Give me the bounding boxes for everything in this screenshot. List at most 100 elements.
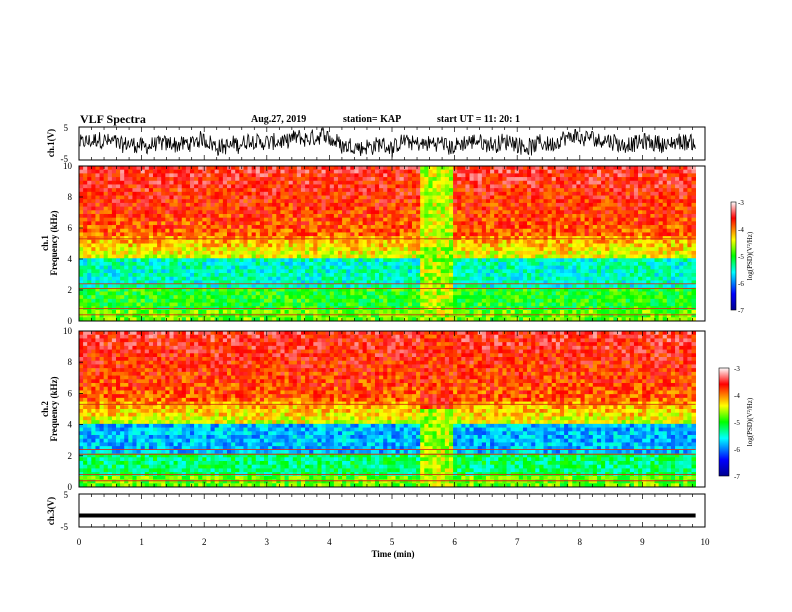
spectrogram-cell (305, 287, 310, 292)
spectrogram-cell (485, 280, 491, 285)
spectrogram-cell (235, 317, 240, 322)
spectrogram-cell (313, 232, 318, 237)
spectrogram-cell (103, 177, 109, 182)
spectrogram-cell (411, 254, 417, 259)
spectrogram-cell (444, 202, 450, 207)
spectrogram-cell (498, 254, 503, 259)
spectrogram-cell (465, 169, 470, 174)
spectrogram-cell (366, 221, 372, 226)
spectrogram-cell (181, 291, 187, 296)
spectrogram-cell (161, 295, 166, 300)
spectrogram-cell (481, 195, 487, 200)
spectrogram-cell (469, 213, 475, 219)
spectrogram-cell (169, 169, 174, 174)
spectrogram-cell (387, 273, 392, 278)
spectrogram-cell (140, 295, 146, 300)
spectrogram-cell (551, 313, 557, 318)
spectrogram-cell (198, 284, 203, 289)
spectrogram-cell (309, 228, 314, 233)
spectrogram-cell (551, 243, 557, 248)
spectrogram-cell (403, 269, 409, 274)
spectrogram-cell (362, 206, 368, 211)
spectrogram-cell (181, 177, 187, 182)
spectrogram-cell (313, 243, 318, 248)
spectrogram-cell (337, 261, 343, 267)
spectrogram-cell (539, 221, 544, 226)
spectrogram-cell (103, 188, 109, 193)
spectrogram-cell (136, 210, 142, 215)
spectrogram-cell (305, 284, 310, 289)
spectrogram-cell (370, 243, 376, 248)
spectrogram-cell (555, 195, 561, 200)
spectrogram-cell (399, 247, 405, 252)
spectrogram-cell (288, 254, 294, 259)
spectrogram-cell (494, 195, 499, 200)
spectrogram-cell (231, 261, 236, 267)
spectrogram-cell (247, 236, 253, 241)
spectrogram-cell (395, 258, 401, 263)
spectrogram-cell (551, 276, 557, 281)
spectrogram-cell (387, 276, 392, 281)
spectrogram-cell (325, 309, 331, 315)
spectrogram-cell (399, 261, 405, 267)
spectrogram-cell (120, 169, 125, 174)
spectrogram-cell (543, 309, 549, 315)
spectrogram-cell (510, 273, 516, 278)
spectrogram-cell (132, 206, 137, 211)
spectrogram-cell (144, 177, 150, 182)
spectrogram-cell (222, 258, 228, 263)
spectrogram-cell (91, 166, 96, 171)
spectrogram-cell (346, 213, 351, 219)
spectrogram-cell (457, 284, 462, 289)
spectrogram-cell (177, 243, 183, 248)
spectrogram-cell (358, 273, 364, 278)
spectrogram-cell (321, 284, 327, 289)
spectrogram-cell (206, 199, 211, 204)
spectrogram-cell (469, 247, 475, 252)
spectrogram-cell (518, 239, 524, 244)
spectrogram-cell (272, 280, 277, 285)
spectrogram-cell (411, 247, 417, 252)
spectrogram-cell (428, 287, 433, 292)
spectrogram-cell (218, 247, 224, 252)
spectrogram-cell (255, 254, 261, 259)
spectrogram-cell (358, 261, 364, 267)
spectrogram-cell (354, 265, 359, 270)
spectrogram-cell (189, 173, 195, 178)
spectrogram-cell (202, 250, 207, 255)
spectrogram-cell (527, 309, 532, 315)
spectrogram-cell (358, 239, 364, 244)
spectrogram-cell (280, 298, 285, 303)
spectrogram-cell (333, 228, 339, 233)
spectrogram-cell (440, 236, 446, 241)
spectrogram-cell (222, 202, 228, 207)
spectrogram-cell (342, 236, 347, 241)
spectrogram-cell (296, 213, 302, 219)
spectrogram-cell (383, 313, 388, 318)
spectrogram-cell (337, 169, 343, 174)
spectrogram-cell (116, 250, 121, 255)
spectrogram-cell (436, 221, 442, 226)
spectrogram-cell (317, 258, 322, 263)
spectrogram-cell (206, 166, 211, 171)
spectrogram-cell (346, 166, 351, 171)
spectrogram-cell (218, 213, 224, 219)
spectrogram-cell (210, 269, 216, 274)
spectrogram-cell (235, 225, 240, 230)
spectrogram-cell (420, 261, 425, 267)
spectrogram-cell (370, 188, 376, 193)
spectrogram-cell (428, 188, 433, 193)
spectrogram-cell (259, 239, 265, 244)
spectrogram-cell (362, 258, 368, 263)
spectrogram-cell (214, 298, 220, 303)
spectrogram-cell (157, 191, 162, 196)
spectrogram-cell (259, 195, 265, 200)
spectrogram-cell (531, 276, 536, 281)
spectrogram-cell (309, 169, 314, 174)
spectrogram-cell (206, 191, 211, 196)
spectrogram-cell (366, 313, 372, 318)
spectrogram-cell (206, 309, 211, 315)
spectrogram-cell (481, 236, 487, 241)
spectrogram-cell (514, 169, 520, 174)
spectrogram-cell (239, 236, 244, 241)
